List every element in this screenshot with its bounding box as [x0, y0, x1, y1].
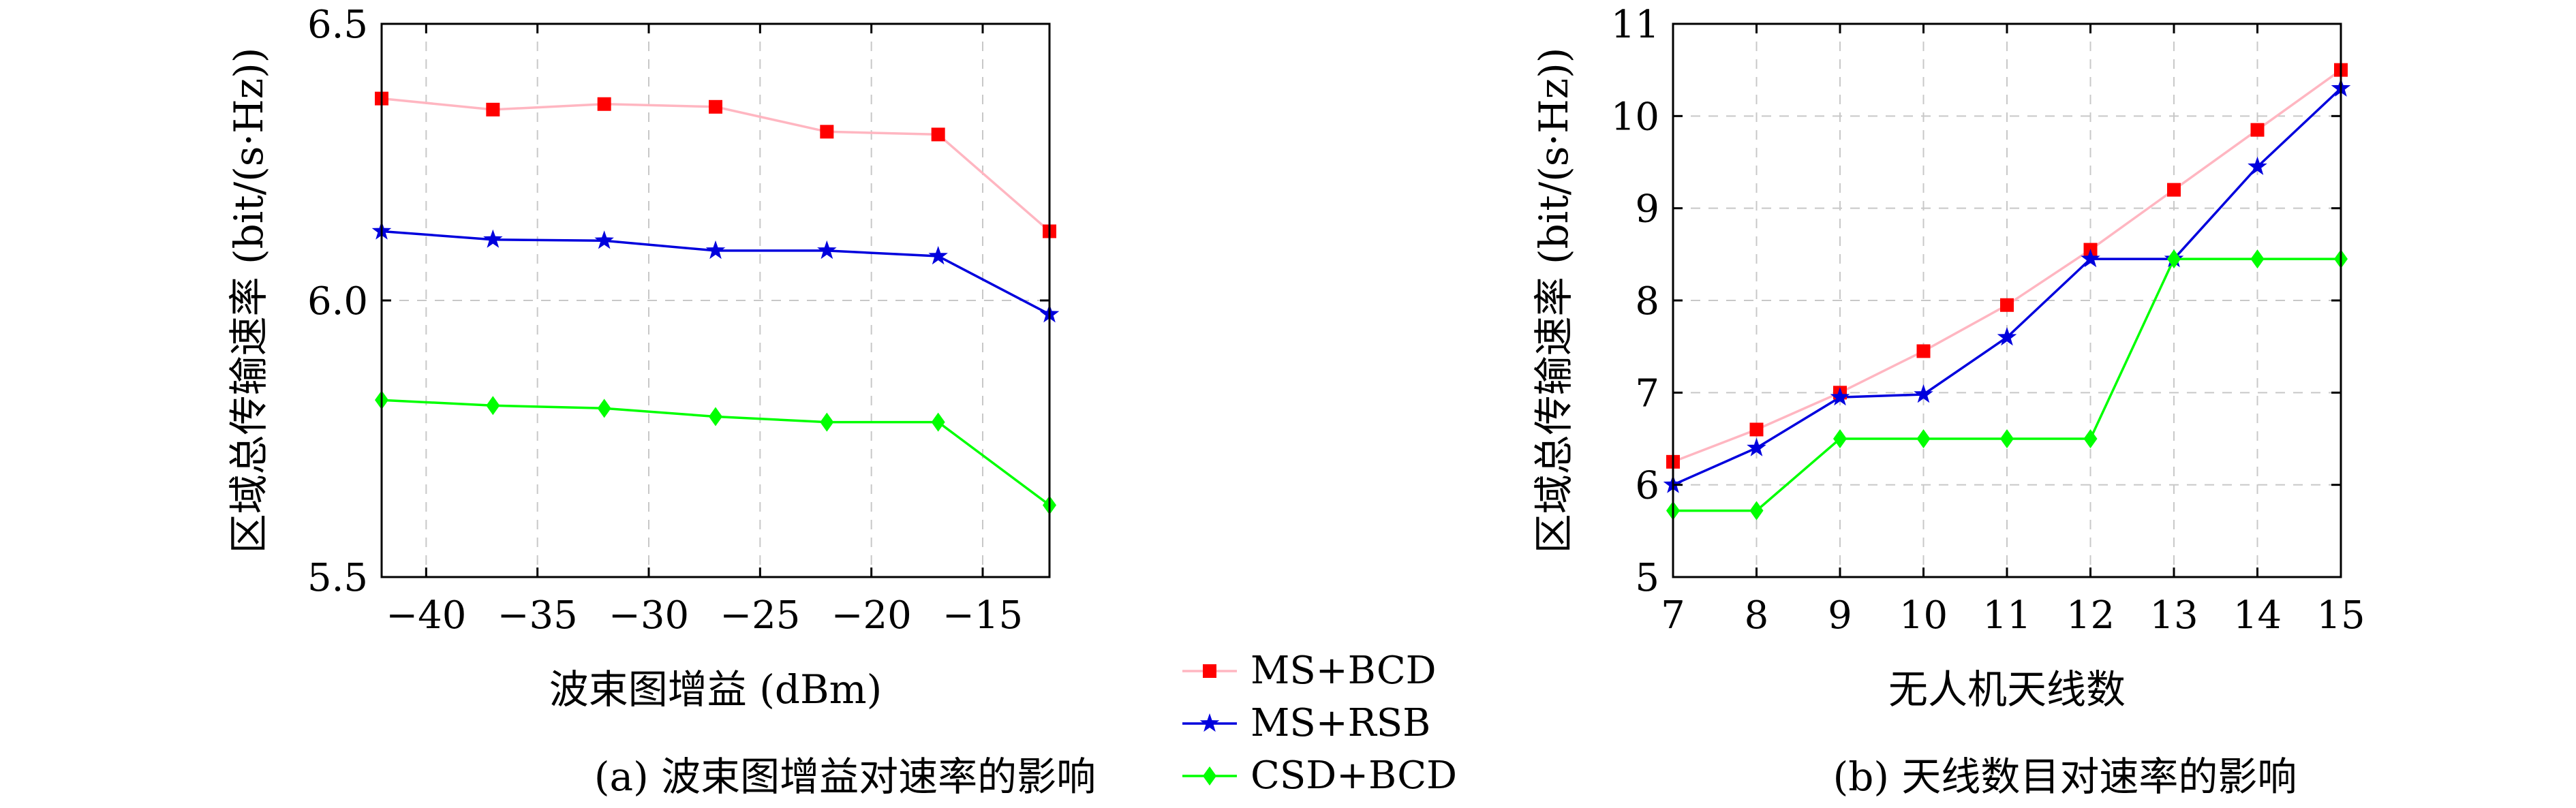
chart-b-point-ms-rsb-1: [1747, 437, 1766, 456]
chart-b-point-ms-rsb-4: [1997, 327, 2017, 346]
chart-b-ytick-label-1: 6: [1635, 464, 1659, 508]
chart-a-point-csd-bcd-5: [931, 412, 945, 432]
chart-b-point-csd-bcd-2: [1833, 429, 1847, 448]
chart-b-point-csd-bcd-4: [2000, 429, 2014, 448]
chart-b-ylabel: 区域总传输速率 (bit/(s·Hz)): [1531, 48, 1577, 554]
chart-b-point-csd-bcd-1: [1749, 501, 1764, 520]
chart-a-caption: (a) 波束图增益对速率的影响: [594, 753, 1096, 800]
chart-a-point-ms-bcd-1: [486, 102, 500, 116]
chart-a-series-line-ms-bcd: [381, 97, 1051, 232]
chart-a-xtick-label-3: −25: [720, 593, 800, 638]
chart-a-point-csd-bcd-2: [597, 399, 611, 418]
chart-a-point-ms-bcd-5: [931, 127, 945, 142]
chart-b-xtick-label-6: 13: [2149, 593, 2198, 638]
legend-marker-ms-bcd: [1203, 664, 1216, 678]
chart-b-ytick-label-6: 11: [1611, 3, 1659, 47]
chart-a-ytick-label-0: 5.5: [307, 556, 368, 600]
chart-b-ytick-label-0: 5: [1635, 556, 1659, 600]
chart-b-ytick-label-4: 9: [1635, 187, 1659, 232]
legend: MS+BCD MS+RSB CSD+BCD: [1182, 649, 1457, 798]
chart-b-point-ms-rsb-5: [2081, 249, 2100, 268]
chart-b-ytick-label-5: 10: [1611, 95, 1659, 139]
chart-b-xtick-label-0: 7: [1661, 593, 1685, 638]
chart-a-point-ms-rsb-4: [817, 240, 837, 260]
chart-b-xtick-label-2: 9: [1828, 593, 1852, 638]
chart-a-point-ms-bcd-2: [597, 97, 611, 111]
chart-a-point-ms-bcd-3: [709, 99, 722, 114]
chart-b-ytick-label-2: 7: [1635, 371, 1659, 416]
chart-b-xtick-label-8: 15: [2316, 593, 2365, 638]
legend-marker-csd-bcd: [1203, 766, 1216, 786]
chart-b-xtick-label-4: 11: [1982, 593, 2031, 638]
chart-a-point-ms-rsb-1: [483, 229, 503, 248]
chart-a-point-ms-rsb-3: [705, 240, 726, 260]
chart-b-point-csd-bcd-6: [2167, 249, 2181, 269]
chart-b-xtick-label-1: 8: [1745, 593, 1769, 638]
chart-a-xtick-label-2: −30: [609, 593, 689, 638]
chart-b-point-csd-bcd-3: [1916, 429, 1931, 448]
chart-b-point-ms-bcd-1: [1749, 422, 1764, 437]
legend-label-ms-bcd: MS+BCD: [1251, 649, 1437, 693]
chart-a-xtick-label-1: −35: [497, 593, 578, 638]
chart-b-caption: (b) 天线数目对速率的影响: [1833, 753, 2297, 800]
chart-b-xlabel: 无人机天线数: [1888, 666, 2126, 713]
chart-b-point-ms-bcd-6: [2167, 183, 2181, 197]
chart-a: −40 −35 −30 −25 −20 −15 5.5 6.0 6.5 波束图增益 (dBm) 区域…: [226, 3, 1060, 713]
chart-a-ytick-label-1: 6.0: [307, 279, 368, 324]
chart-a-xtick-label-4: −20: [831, 593, 912, 638]
chart-a-point-ms-rsb-2: [594, 230, 614, 249]
chart-a-point-csd-bcd-1: [486, 396, 500, 416]
chart-b: 7 8 9 10 11 12 13 14 15 5 6 7 8 9 10 11 无人机天线数 区域总传输速率 (b…: [1531, 3, 2365, 713]
chart-b-point-ms-bcd-4: [2000, 298, 2014, 312]
chart-b-ytick-label-3: 8: [1635, 279, 1659, 324]
chart-a-ytick-label-2: 6.5: [307, 3, 368, 47]
legend-label-ms-rsb: MS+RSB: [1251, 701, 1430, 745]
chart-a-point-ms-rsb-5: [928, 246, 948, 265]
chart-b-point-ms-rsb-3: [1914, 384, 1933, 403]
chart-b-point-ms-bcd-3: [1916, 344, 1931, 358]
chart-a-xtick-label-0: −40: [386, 593, 466, 638]
chart-b-xtick-label-5: 12: [2066, 593, 2115, 638]
chart-b-xtick-label-7: 14: [2233, 593, 2282, 638]
chart-b-point-ms-rsb-2: [1830, 387, 1850, 406]
chart-a-xlabel: 波束图增益 (dBm): [549, 666, 882, 713]
chart-a-xtick-label-5: −15: [942, 593, 1023, 638]
chart-b-xtick-label-3: 10: [1899, 593, 1948, 638]
chart-b-point-csd-bcd-7: [2250, 249, 2265, 269]
legend-marker-ms-rsb: [1199, 713, 1220, 732]
chart-a-point-csd-bcd-4: [820, 412, 834, 432]
chart-b-point-ms-rsb-7: [2248, 156, 2267, 175]
chart-b-point-csd-bcd-5: [2083, 429, 2098, 448]
chart-a-point-csd-bcd-3: [709, 407, 722, 426]
legend-label-csd-bcd: CSD+BCD: [1251, 753, 1457, 798]
chart-b-point-ms-bcd-7: [2250, 123, 2265, 137]
chart-a-point-ms-bcd-4: [820, 125, 834, 139]
chart-a-ylabel: 区域总传输速率 (bit/(s·Hz)): [226, 48, 272, 554]
